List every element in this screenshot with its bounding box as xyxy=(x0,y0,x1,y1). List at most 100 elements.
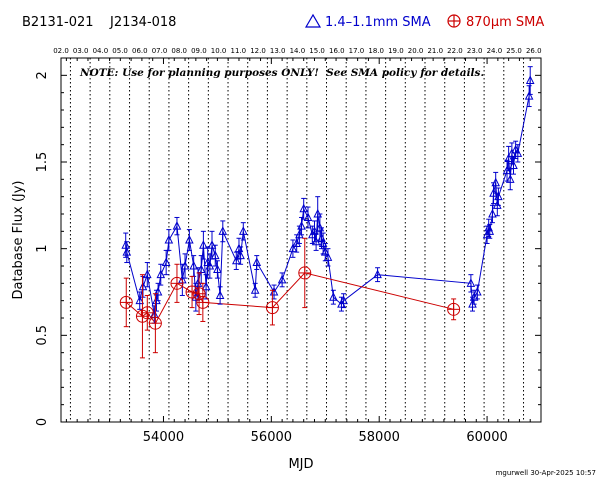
triangle-marker xyxy=(303,212,313,221)
triangle-marker xyxy=(525,75,535,85)
planning-note: NOTE: Use for planning purposes ONLY! Se… xyxy=(79,67,484,79)
data-point-triangle xyxy=(525,66,535,95)
triangle-marker xyxy=(161,257,171,267)
triangle-marker xyxy=(205,260,215,270)
triangle-marker xyxy=(180,260,190,270)
data-point-triangle xyxy=(161,249,171,276)
year-lines xyxy=(69,58,525,422)
data-point-triangle xyxy=(218,220,228,243)
top-axis-label: 21.0 xyxy=(427,47,443,55)
triangle-marker xyxy=(484,222,493,232)
x-tick-label: 58000 xyxy=(359,430,400,445)
data-point-triangle xyxy=(135,291,145,310)
top-axis-label: 03.0 xyxy=(73,47,89,55)
data-point-triangle xyxy=(288,239,298,258)
triangle-marker xyxy=(491,177,501,187)
data-point-triangle xyxy=(180,253,190,279)
triangle-marker xyxy=(299,203,309,213)
top-axis-label: 24.0 xyxy=(487,47,503,55)
data-point-circle xyxy=(170,263,184,303)
plot-frame xyxy=(60,57,542,423)
top-axis-label: 11.0 xyxy=(230,47,246,55)
data-point-triangle xyxy=(236,246,245,265)
data-point-triangle xyxy=(473,284,482,300)
y-tick-label: 0.5 xyxy=(35,325,50,346)
triangle-marker xyxy=(509,160,518,169)
data-point-triangle xyxy=(205,253,215,279)
x-tick-label: 60000 xyxy=(466,430,507,445)
x-tick-label: 54000 xyxy=(143,430,184,445)
data-point-triangle xyxy=(373,267,382,283)
triangle-marker xyxy=(215,290,225,299)
triangle-marker xyxy=(238,226,248,235)
triangle-marker xyxy=(488,208,497,218)
triangle-marker xyxy=(323,252,333,261)
triangle-marker xyxy=(277,274,287,284)
triangle-marker xyxy=(172,221,182,230)
top-axis-label: 23.0 xyxy=(467,47,483,55)
triangle-marker xyxy=(250,285,260,294)
y-tick-label: 2 xyxy=(35,71,50,79)
axes: 02.0 03.0 04.0 05.0 06.0 07.0 08.0 09.0 10.0 11.0… xyxy=(35,47,542,445)
top-axis-label: 08.0 xyxy=(171,47,187,55)
triangle-marker xyxy=(153,286,163,296)
top-axis-label: 13.0 xyxy=(270,47,286,55)
series-line xyxy=(125,80,531,315)
triangle-marker xyxy=(231,255,241,265)
data-point-triangle xyxy=(484,218,493,238)
triangle-marker xyxy=(121,240,131,249)
triangle-marker xyxy=(524,91,534,100)
data-point-triangle xyxy=(138,275,148,298)
y-tick-label: 1 xyxy=(35,245,50,253)
data-point-triangle xyxy=(164,229,174,251)
top-axis-label: 19.0 xyxy=(388,47,404,55)
triangle-marker xyxy=(373,269,382,279)
top-axis-label: 06.0 xyxy=(132,47,148,55)
data-point-circle xyxy=(140,294,154,331)
top-axis-label: 22.0 xyxy=(447,47,463,55)
series-line xyxy=(125,272,454,325)
data-point-triangle xyxy=(199,230,208,260)
top-axis-label: 26.0 xyxy=(526,47,542,55)
data-point-triangle xyxy=(252,255,262,270)
triangle-marker xyxy=(466,278,476,287)
triangle-marker xyxy=(320,247,330,256)
data-point-triangle xyxy=(329,289,338,305)
data-point-triangle xyxy=(485,223,495,239)
triangle-marker xyxy=(189,260,198,270)
triangle-marker xyxy=(504,153,513,163)
y-axis-title: Database Flux (Jy) xyxy=(11,181,26,300)
top-axis-label: 16.0 xyxy=(329,47,345,55)
triangle-marker xyxy=(297,221,306,230)
x-tick-label: 56000 xyxy=(251,430,292,445)
triangle-marker xyxy=(329,292,338,301)
data-point-circle xyxy=(119,277,133,328)
data-point-triangle xyxy=(172,216,182,236)
data-point-triangle xyxy=(213,260,222,279)
data-point-triangle xyxy=(504,145,513,172)
data-point-triangle xyxy=(339,293,348,309)
triangle-marker xyxy=(213,264,222,273)
source-names: B2131-021 J2134-018 xyxy=(22,15,176,30)
data-point-triangle xyxy=(488,204,497,224)
x-axis-title: MJD xyxy=(288,457,313,472)
triangle-marker xyxy=(185,234,194,244)
top-axis-label: 05.0 xyxy=(112,47,128,55)
data-point-triangle xyxy=(297,216,306,236)
credit-line: mgurwell 30-Apr-2025 10:57 xyxy=(496,469,596,477)
data-point-triangle xyxy=(299,197,309,220)
data-point-triangle xyxy=(323,248,333,267)
triangle-marker xyxy=(138,281,148,291)
data-point-circle xyxy=(148,293,162,354)
triangle-marker xyxy=(339,295,348,305)
data-point-triangle xyxy=(122,241,132,264)
data-point-triangle xyxy=(238,222,248,241)
data-point-circle xyxy=(298,237,312,309)
y-tick-label: 1.5 xyxy=(35,152,50,173)
data-point-triangle xyxy=(303,206,313,229)
data-point-triangle xyxy=(491,171,501,194)
top-axis-label: 10.0 xyxy=(211,47,227,55)
data-point-triangle xyxy=(153,282,163,302)
triangle-marker xyxy=(494,191,503,201)
